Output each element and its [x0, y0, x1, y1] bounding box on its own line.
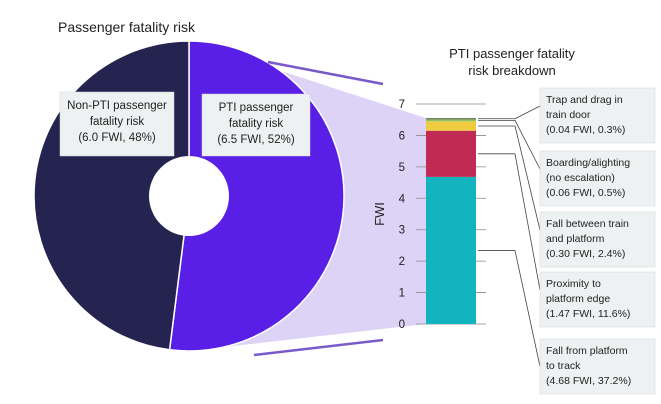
annotation-leader [514, 153, 541, 291]
annotation-leader [514, 105, 541, 120]
y-tick-label: 3 [399, 225, 405, 237]
y-tick-label: 4 [399, 193, 406, 205]
y-tick-label: 0 [399, 319, 405, 331]
bar-title-line: PTI passenger fatality [449, 46, 575, 61]
annotation-text: train door [546, 109, 591, 121]
pie-hole [149, 156, 229, 236]
annotation-leader [514, 120, 541, 170]
annotation-text: Trap and drag in [546, 94, 623, 106]
bar-title-line: risk breakdown [468, 63, 555, 78]
y-tick-label: 2 [399, 256, 405, 268]
bar-segment [426, 121, 476, 131]
annotation-leader [514, 125, 541, 231]
annotation-text: to track [546, 360, 581, 372]
label-pti-box [201, 93, 311, 157]
label-pti-line: fatality risk [229, 118, 284, 130]
annotation-text: (0.06 FWI, 0.5%) [546, 187, 625, 199]
annotation-box [539, 87, 656, 144]
annotation-text: (0.04 FWI, 0.3%) [546, 124, 625, 136]
annotation-leader [514, 250, 541, 367]
annotation-text: and platform [546, 233, 605, 245]
bar-segment [426, 130, 476, 177]
annotation-box [539, 271, 656, 328]
annotation-text: (no escalation) [546, 172, 615, 184]
annotation-box [539, 338, 656, 395]
annotation-text: (4.68 FWI, 37.2%) [546, 375, 631, 387]
y-tick-label: 7 [399, 99, 405, 111]
y-axis-label: FWI [372, 202, 387, 226]
annotation-text: (0.30 FWI, 2.4%) [546, 248, 625, 260]
bar-segment [426, 119, 476, 122]
annotation-text: (1.47 FWI, 11.6%) [546, 308, 630, 320]
label-pti-line: (6.5 FWI, 52%) [217, 134, 294, 146]
annotation-box [539, 211, 656, 268]
annotation-text: platform edge [546, 293, 610, 305]
pie-title: Passenger fatality risk [58, 19, 196, 35]
label-non-pti-line: fatality risk [90, 116, 145, 128]
label-non-pti-line: (6.0 FWI, 48%) [78, 132, 155, 144]
label-non-pti-line: Non-PTI passenger [67, 100, 167, 112]
annotation-text: Proximity to [546, 278, 601, 290]
annotation-text: Fall from platform [546, 345, 628, 357]
label-non-pti-box [59, 91, 175, 157]
bar-segment [426, 176, 476, 324]
y-tick-label: 1 [399, 288, 405, 300]
bar-segment [426, 118, 476, 120]
annotation-text: Boarding/alighting [546, 157, 630, 169]
label-pti-line: PTI passenger [219, 102, 294, 114]
accent-line-bottom [253, 338, 384, 357]
accent-line-top [267, 60, 384, 86]
y-tick-label: 5 [399, 162, 405, 174]
annotation-text: Fall between train [546, 218, 629, 230]
y-tick-label: 6 [399, 130, 405, 142]
annotation-box [539, 150, 656, 207]
